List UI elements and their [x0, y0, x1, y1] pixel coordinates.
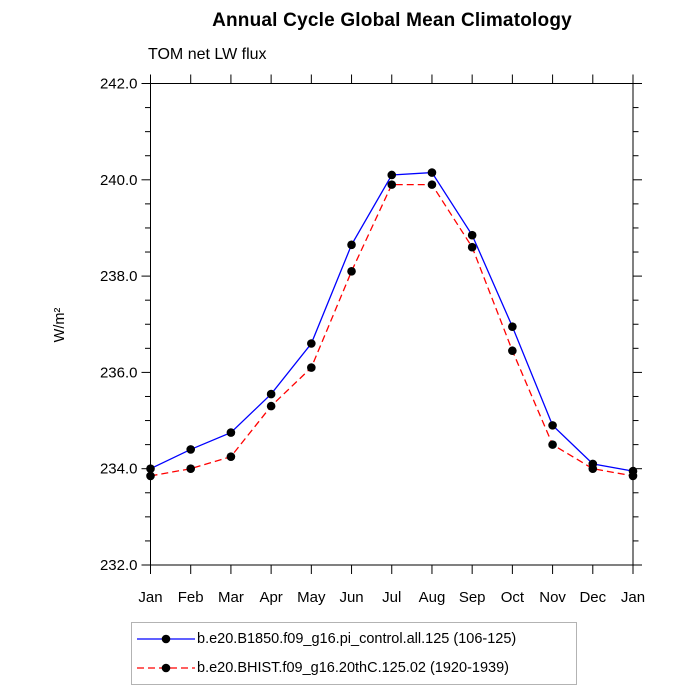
x-tick-label: Jan: [621, 589, 645, 606]
data-point-s1: [307, 363, 316, 372]
x-tick-label: Sep: [459, 589, 486, 606]
y-tick-label: 242.0: [100, 76, 138, 93]
legend-label: b.e20.B1850.f09_g16.pi_control.all.125 (…: [197, 631, 517, 647]
data-point-s0: [347, 240, 356, 250]
y-tick-label: 240.0: [100, 172, 138, 189]
data-point-s1: [427, 180, 437, 189]
x-tick-label: Oct: [501, 589, 525, 606]
y-tick-label: 234.0: [100, 461, 138, 478]
x-tick-label: Dec: [579, 589, 606, 606]
data-point-s1: [467, 242, 477, 252]
x-tick-label: Nov: [539, 589, 566, 606]
legend-item: b.e20.BHIST.f09_g16.20thC.125.02 (1920-1…: [135, 655, 576, 681]
plot-frame: [150, 83, 634, 566]
data-point-s0: [146, 464, 155, 474]
data-point-s1: [226, 452, 236, 461]
data-point-s0: [186, 445, 196, 454]
data-point-s0: [226, 428, 236, 437]
data-point-s0: [266, 389, 276, 399]
x-tick-label: Jul: [382, 589, 401, 606]
y-tick-label: 232.0: [100, 557, 138, 574]
data-point-s0: [508, 322, 517, 331]
series-line-0: [150, 171, 634, 472]
y-tick-label: 236.0: [100, 364, 138, 381]
legend-label: b.e20.BHIST.f09_g16.20thC.125.02 (1920-1…: [197, 660, 509, 676]
legend-dot-icon: [161, 634, 171, 644]
x-tick-label: Jun: [339, 589, 363, 606]
x-tick-label: Aug: [419, 589, 446, 606]
y-tick-label: 238.0: [100, 268, 138, 285]
chart-subtitle: TOM net LW flux: [148, 46, 267, 63]
data-point-s1: [588, 464, 598, 474]
data-point-s0: [427, 168, 437, 177]
chart-title: Annual Cycle Global Mean Climatology: [212, 10, 572, 31]
legend-dot-icon: [161, 663, 171, 673]
x-tick-label: Jan: [138, 589, 162, 606]
data-point-s1: [548, 440, 557, 449]
legend-solid-line-icon: [137, 634, 195, 644]
legend: b.e20.B1850.f09_g16.pi_control.all.125 (…: [131, 622, 577, 685]
legend-dashed-line-icon: [137, 663, 195, 673]
legend-item: b.e20.B1850.f09_g16.pi_control.all.125 (…: [135, 626, 576, 652]
data-point-s0: [307, 339, 316, 348]
data-point-s1: [347, 266, 356, 276]
data-point-s1: [387, 180, 397, 189]
data-point-s0: [387, 170, 397, 180]
x-tick-label: Apr: [259, 589, 282, 606]
data-point-s1: [186, 464, 196, 474]
x-tick-label: Mar: [218, 589, 244, 606]
x-tick-label: May: [297, 589, 326, 606]
data-point-s1: [266, 401, 276, 411]
data-point-s1: [628, 471, 638, 481]
data-point-s1: [146, 471, 155, 481]
data-point-s0: [548, 421, 557, 430]
x-tick-label: Feb: [178, 589, 204, 606]
data-point-s0: [467, 230, 477, 240]
data-point-s1: [508, 346, 517, 356]
